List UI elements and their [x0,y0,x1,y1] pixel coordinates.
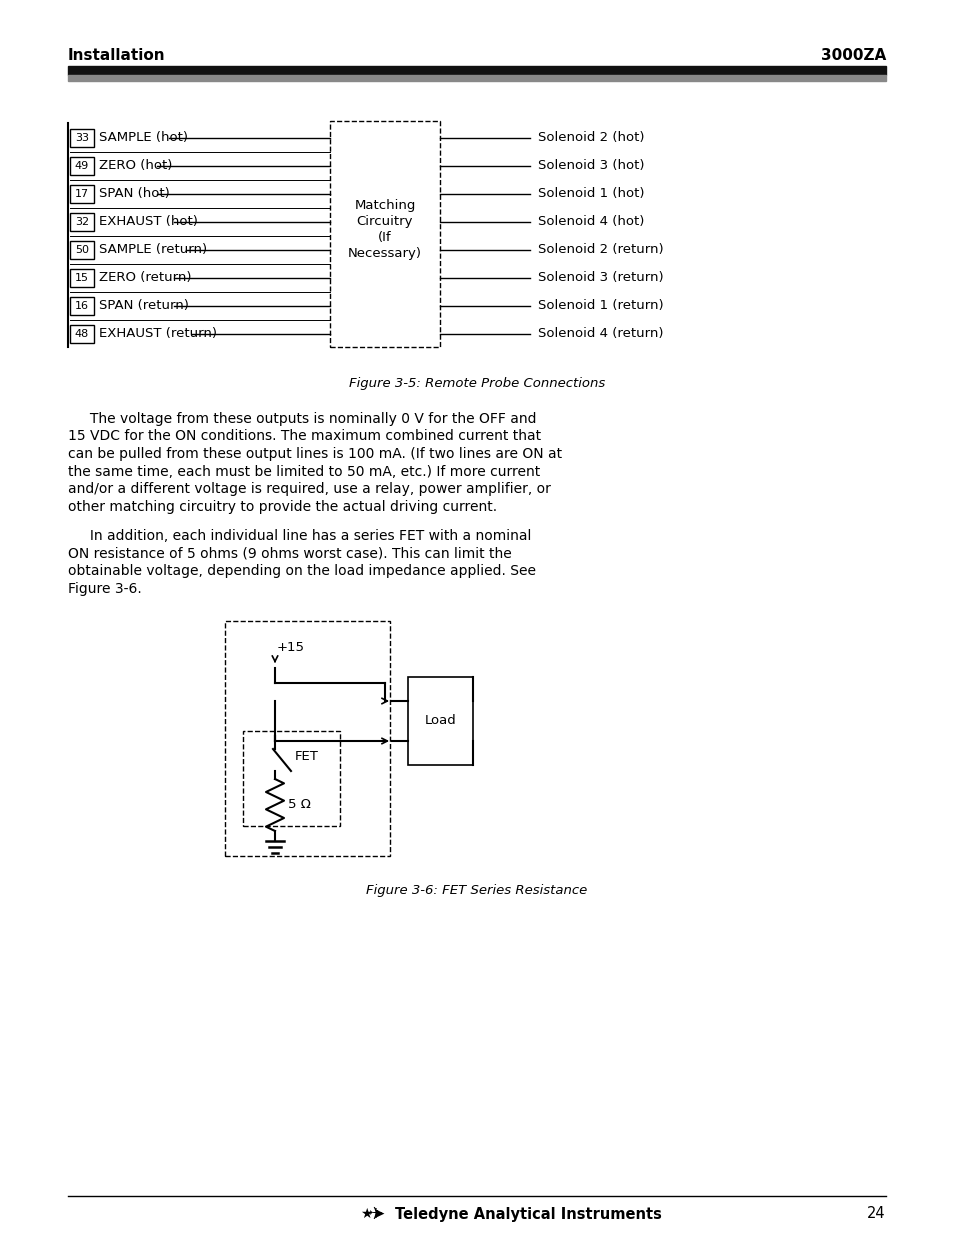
Text: 50: 50 [75,245,89,254]
Text: Solenoid 1 (return): Solenoid 1 (return) [537,300,663,312]
Text: Solenoid 1 (hot): Solenoid 1 (hot) [537,188,644,200]
Text: SPAN (hot): SPAN (hot) [99,188,170,200]
Bar [70,325,94,343]
Text: 24: 24 [866,1207,885,1221]
Bar [243,731,339,826]
Text: 48: 48 [74,329,89,338]
Text: 3000ZA: 3000ZA [820,48,885,63]
Text: Teledyne Analytical Instruments: Teledyne Analytical Instruments [395,1207,661,1221]
Text: Figure 3-6.: Figure 3-6. [68,582,142,595]
Text: Solenoid 3 (hot): Solenoid 3 (hot) [537,159,644,173]
Text: (If: (If [377,231,392,245]
Text: The voltage from these outputs is nominally 0 V for the OFF and: The voltage from these outputs is nomina… [68,412,536,426]
Text: ZERO (return): ZERO (return) [99,272,192,284]
Text: 49: 49 [74,161,89,170]
Text: SAMPLE (return): SAMPLE (return) [99,243,207,257]
Text: Installation: Installation [68,48,166,63]
Text: can be pulled from these output lines is 100 mA. (If two lines are ON at: can be pulled from these output lines is… [68,447,561,461]
Text: 5 Ω: 5 Ω [288,799,311,811]
Text: +15: +15 [276,641,305,655]
Bar [408,677,473,764]
Text: Solenoid 4 (return): Solenoid 4 (return) [537,327,662,341]
Bar [225,621,390,856]
Text: 16: 16 [75,301,89,311]
Bar [330,121,439,347]
Bar [70,269,94,287]
Text: 15 VDC for the ON conditions. The maximum combined current that: 15 VDC for the ON conditions. The maximu… [68,430,540,443]
Text: ★➤: ★➤ [361,1207,390,1221]
Text: In addition, each individual line has a series FET with a nominal: In addition, each individual line has a … [68,529,531,543]
Bar [70,157,94,175]
Text: other matching circuitry to provide the actual driving current.: other matching circuitry to provide the … [68,499,497,514]
Text: SAMPLE (hot): SAMPLE (hot) [99,131,188,144]
Text: 15: 15 [75,273,89,283]
Text: SPAN (return): SPAN (return) [99,300,189,312]
Bar [68,75,885,82]
Text: 17: 17 [75,189,89,199]
Text: EXHAUST (return): EXHAUST (return) [99,327,216,341]
Text: FET: FET [294,751,318,763]
Text: Figure 3-5: Remote Probe Connections: Figure 3-5: Remote Probe Connections [349,377,604,390]
Text: ON resistance of 5 ohms (9 ohms worst case). This can limit the: ON resistance of 5 ohms (9 ohms worst ca… [68,547,511,561]
Text: obtainable voltage, depending on the load impedance applied. See: obtainable voltage, depending on the loa… [68,564,536,578]
Text: the same time, each must be limited to 50 mA, etc.) If more current: the same time, each must be limited to 5… [68,464,539,478]
Bar [70,185,94,203]
Text: Load: Load [424,715,456,727]
Text: Figure 3-6: FET Series Resistance: Figure 3-6: FET Series Resistance [366,884,587,897]
Text: EXHAUST (hot): EXHAUST (hot) [99,215,197,228]
Text: Solenoid 2 (hot): Solenoid 2 (hot) [537,131,644,144]
Text: Solenoid 3 (return): Solenoid 3 (return) [537,272,663,284]
Text: Circuitry: Circuitry [356,215,413,228]
Text: 33: 33 [75,133,89,143]
Bar [70,212,94,231]
Bar [70,128,94,147]
Text: ✈: ✈ [368,1205,381,1223]
Bar [70,296,94,315]
Text: ZERO (hot): ZERO (hot) [99,159,172,173]
Bar [68,65,885,75]
Text: Matching: Matching [354,200,416,212]
Text: and/or a different voltage is required, use a relay, power amplifier, or: and/or a different voltage is required, … [68,482,550,496]
Text: Solenoid 2 (return): Solenoid 2 (return) [537,243,663,257]
Text: Necessary): Necessary) [348,247,421,261]
Text: 32: 32 [75,217,89,227]
Text: Solenoid 4 (hot): Solenoid 4 (hot) [537,215,643,228]
Bar [70,241,94,259]
